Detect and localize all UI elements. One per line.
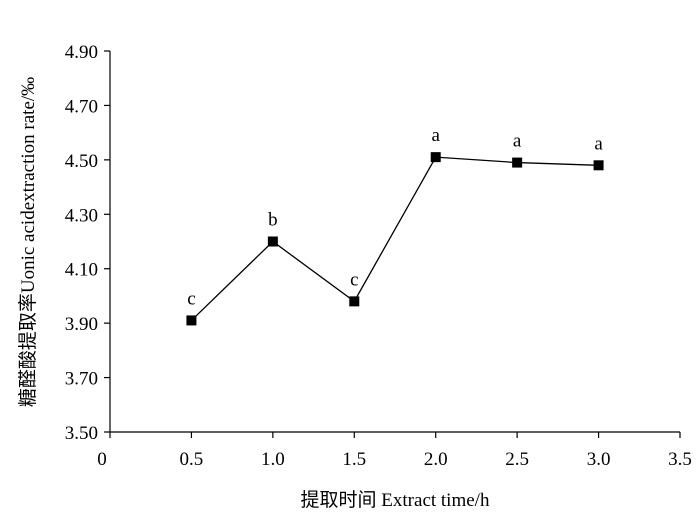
y-tick-label: 4.30	[65, 205, 98, 226]
x-tick-label: 1.0	[261, 449, 285, 470]
significance-label: c	[187, 288, 195, 309]
x-tick-label: 2.0	[424, 449, 448, 470]
x-tick-label: 0.5	[180, 449, 204, 470]
series-line	[190, 156, 599, 321]
significance-label: b	[268, 210, 278, 231]
y-tick-label: 3.90	[65, 314, 98, 335]
series-group: c b c a a a	[186, 125, 604, 326]
y-tick-label: 3.70	[65, 369, 98, 390]
significance-label: a	[513, 131, 522, 152]
data-point	[430, 152, 441, 163]
significance-label: a	[594, 133, 603, 154]
x-axis-label: 提取时间 Extract time/h	[301, 489, 490, 511]
x-tick-label: 1.5	[342, 449, 366, 470]
y-axis-label: 糖醛酸提取率Uonic acidextraction rate/‰	[17, 77, 39, 407]
data-point	[349, 296, 360, 307]
y-tick-label: 3.50	[65, 423, 98, 444]
y-tick-label: 4.10	[65, 260, 98, 281]
data-point	[186, 315, 197, 326]
significance-label: a	[431, 125, 440, 146]
x-tick-label: 3.0	[587, 449, 611, 470]
y-tick-label: 4.70	[65, 96, 98, 117]
axes	[109, 51, 680, 433]
x-tick-label: 0	[97, 449, 107, 470]
data-point	[593, 160, 604, 171]
data-point	[512, 157, 523, 168]
y-tick-label: 4.50	[65, 151, 98, 172]
x-tick-label: 2.5	[505, 449, 529, 470]
significance-label: c	[350, 269, 358, 290]
y-tick-label: 4.90	[65, 42, 98, 63]
x-ticks: 0 0.5 1.0 1.5 2.0 2.5 3.0 3.5	[97, 432, 692, 470]
data-point	[267, 236, 278, 247]
x-tick-label: 3.5	[668, 449, 692, 470]
y-ticks: 3.50 3.70 3.90 4.10 4.30 4.50 4.70 4.90	[65, 42, 110, 444]
